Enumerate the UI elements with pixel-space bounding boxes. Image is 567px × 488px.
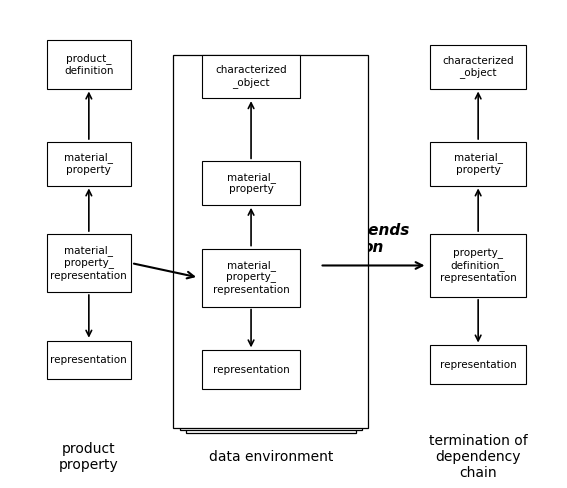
FancyBboxPatch shape: [430, 234, 526, 297]
FancyBboxPatch shape: [202, 55, 301, 98]
FancyBboxPatch shape: [430, 142, 526, 185]
FancyBboxPatch shape: [46, 341, 131, 379]
FancyBboxPatch shape: [46, 234, 131, 292]
Text: termination of
dependency
chain: termination of dependency chain: [429, 434, 527, 480]
FancyBboxPatch shape: [46, 40, 131, 89]
FancyBboxPatch shape: [202, 248, 301, 306]
FancyBboxPatch shape: [430, 346, 526, 384]
FancyBboxPatch shape: [186, 60, 356, 433]
Text: product_
definition: product_ definition: [64, 53, 113, 76]
FancyBboxPatch shape: [202, 162, 301, 205]
FancyBboxPatch shape: [202, 350, 301, 389]
Text: material_
property: material_ property: [227, 172, 276, 194]
FancyBboxPatch shape: [430, 45, 526, 89]
Text: product
property: product property: [59, 442, 119, 472]
FancyBboxPatch shape: [46, 142, 131, 185]
Text: characterized
_object: characterized _object: [442, 56, 514, 78]
Text: representation: representation: [50, 355, 127, 365]
Text: material_
property_
representation: material_ property_ representation: [213, 260, 289, 295]
Text: data environment: data environment: [209, 450, 333, 464]
Text: representation: representation: [440, 360, 517, 370]
Text: depends
on: depends on: [337, 223, 410, 255]
Text: material_
property: material_ property: [64, 152, 113, 175]
Text: material_
property: material_ property: [454, 152, 503, 175]
Text: characterized
_object: characterized _object: [215, 65, 287, 88]
Text: material_
property_
representation: material_ property_ representation: [50, 245, 127, 281]
Text: property_
definition_
representation: property_ definition_ representation: [440, 248, 517, 283]
FancyBboxPatch shape: [174, 55, 368, 428]
FancyBboxPatch shape: [180, 58, 362, 430]
Text: representation: representation: [213, 365, 289, 375]
